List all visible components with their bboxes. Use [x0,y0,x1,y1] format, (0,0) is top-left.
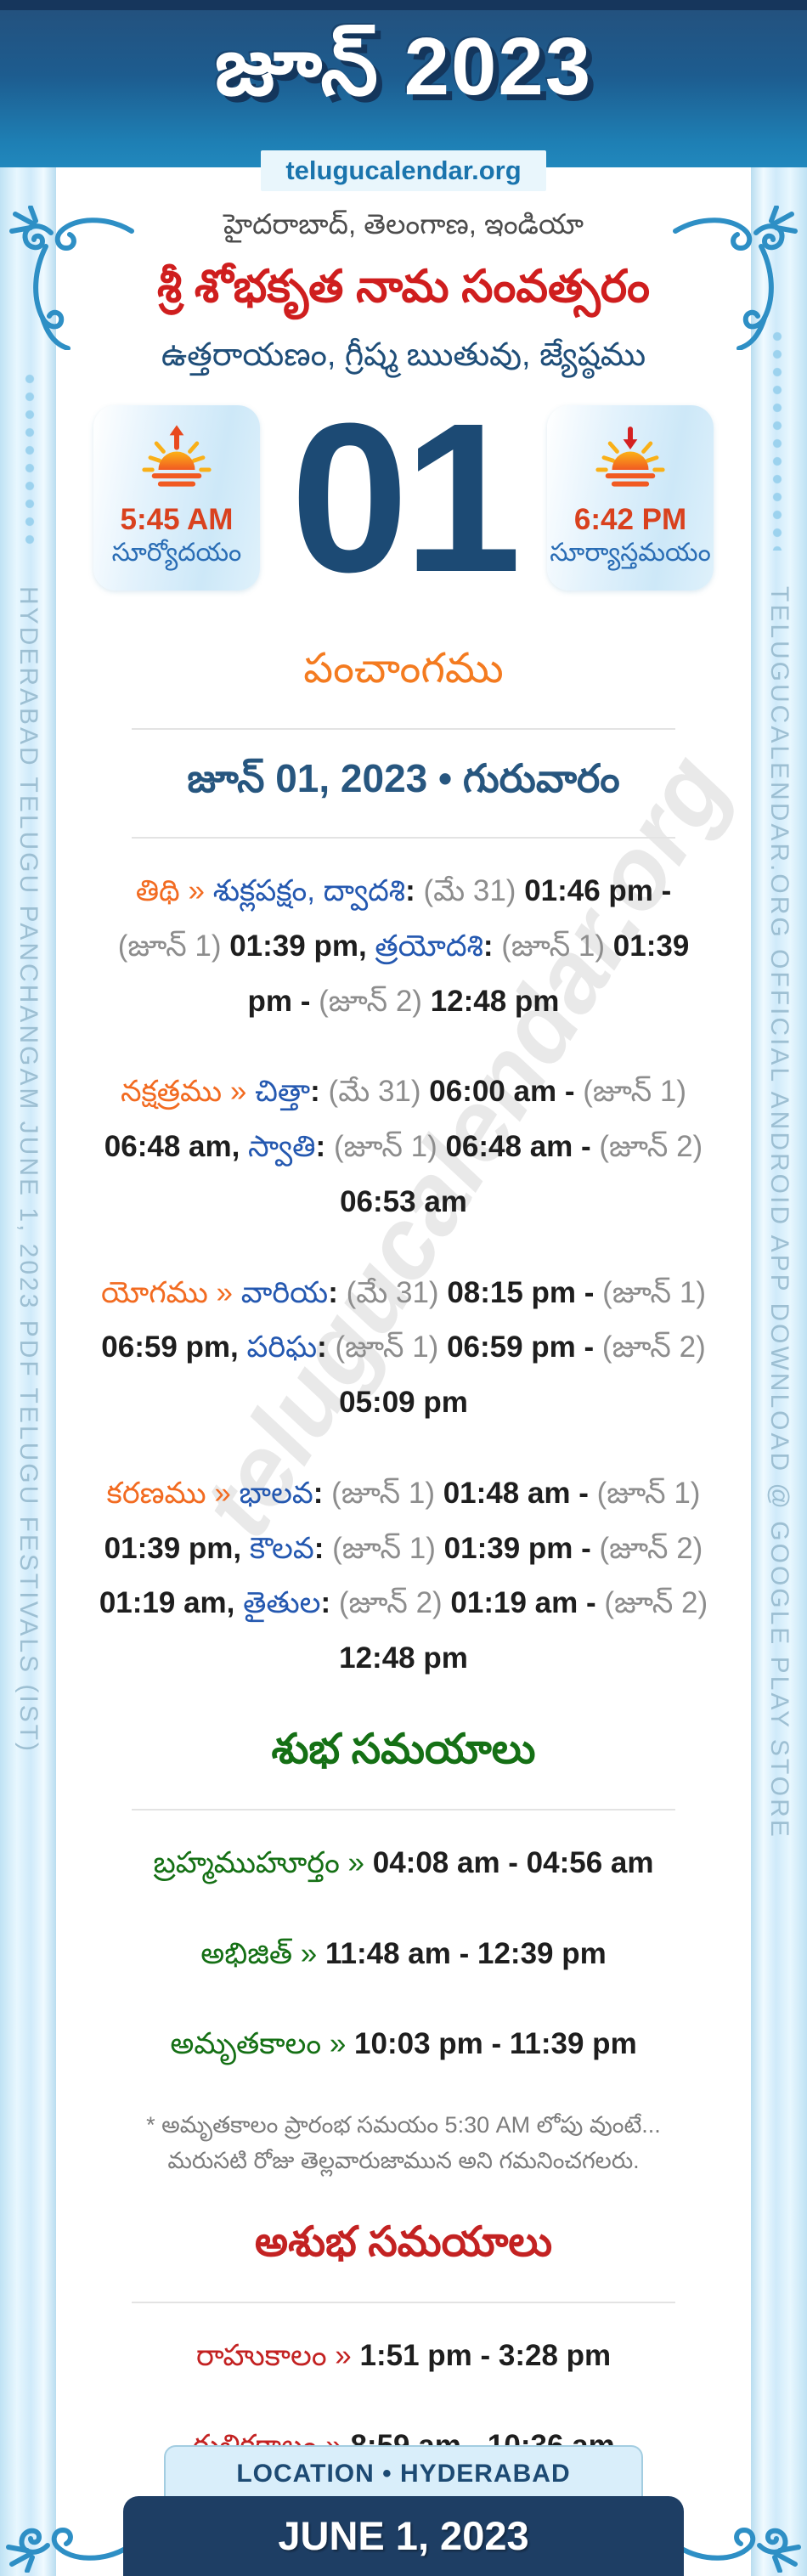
panchangam-rows: తిథి » శుక్లపక్షం, ద్వాదశి: (మే 31) 01:4… [56,864,751,1686]
sunset-label: సూర్యాస్తమయం [550,538,711,567]
sunrise-card: 5:45 AM సూర్యోదయం [93,405,260,590]
month-title: జూన్ 2023 [214,21,593,112]
sunrise-time: 5:45 AM [120,502,234,536]
sunset-icon [595,426,665,487]
season-line: ఉత్తరాయణం, గ్రీష్మ ఋతువు, జ్యేష్ఠము [161,337,646,373]
right-watermark: TELUGUCALENDAR.ORG OFFICIAL ANDROID APP … [765,586,793,1839]
abhijit-row: అభిజిత్ » 11:48 am - 12:39 pm [200,1936,607,1970]
footer-date: JUNE 1, 2023 [123,2496,684,2576]
shubha-rows: బ్రహ్మముహూర్తం » 04:08 am - 04:56 am అభి… [56,1836,751,2072]
karana-row: కరణము » భాలవ: (జూన్ 1) 01:48 am - (జూన్ … [99,1476,708,1675]
sunset-card: 6:42 PM సూర్యాస్తమయం [547,405,714,590]
corner-flourish-icon [9,206,134,350]
rahukalam-row: రాహుకాలం » 1:51 pm - 3:28 pm [195,2338,612,2372]
amruthakalam-note: * అమృతకాలం ప్రారంభ సమయం 5:30 AM లోపు వుం… [146,2112,661,2173]
date-line: జూన్ 01, 2023 • గురువారం [187,756,620,800]
left-border-strip [0,167,56,2576]
month-banner: జూన్ 2023 [0,0,807,167]
corner-flourish-icon [673,206,798,350]
sunrise-label: సూర్యోదయం [111,538,242,567]
sunset-time: 6:42 PM [573,502,687,536]
location-line: హైదరాబాద్, తెలంగాణ, ఇండియా [223,208,584,240]
corner-flourish-icon [6,2527,131,2573]
nakshatra-row: నక్షత్రము » చిత్తా: (మే 31) 06:00 am - (… [104,1075,703,1218]
divider [132,1808,675,1811]
tithi-row: తిథి » శుక్లపక్షం, ద్వాదశి: (మే 31) 01:4… [117,874,690,1018]
divider [132,728,675,730]
day-number: 01 [290,378,522,616]
dotted-divider [771,330,783,551]
day-summary: 5:45 AM సూర్యోదయం 01 [56,378,751,616]
dotted-divider [24,372,36,551]
left-watermark: HYDERABAD TELUGU PANCHANGAM JUNE 1, 2023… [14,586,42,1754]
brahma-muhurtham-row: బ్రహ్మముహూర్తం » 04:08 am - 04:56 am [153,1845,654,1879]
samvatsaram-title: శ్రీ శోభకృత నామ సంవత్సరం [156,262,650,312]
corner-flourish-icon [676,2527,801,2573]
sunrise-icon [142,424,212,487]
site-badge: telugucalendar.org [261,150,546,191]
shubha-title: శుభ సమయాలు [271,1726,536,1772]
site-name: telugucalendar.org [285,155,522,185]
amruthakalam-row: అమృతకాలం » 10:03 pm - 11:39 pm [170,2027,637,2061]
panchangam-title: పంచాంగము [303,646,504,692]
ashubha-title: అశుభ సమయాలు [254,2218,553,2265]
yoga-row: యోగము » వారియ: (మే 31) 08:15 pm - (జూన్ … [101,1275,706,1420]
content-column: హైదరాబాద్, తెలంగాణ, ఇండియా శ్రీ శోభకృత న… [56,167,751,2576]
divider [132,2301,675,2303]
divider [132,837,675,839]
